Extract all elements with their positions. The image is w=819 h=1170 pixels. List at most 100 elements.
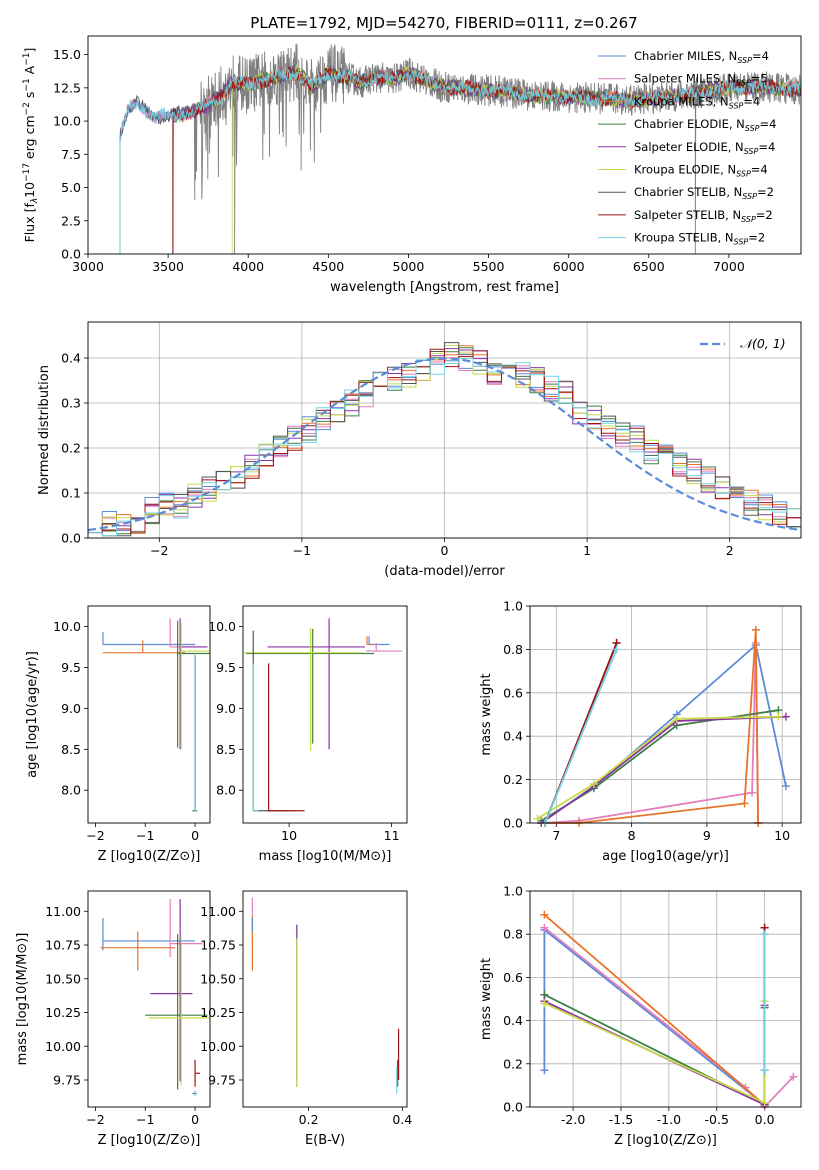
legend-label-kroupa-miles: Kroupa MILES, NSSP=4 <box>634 94 760 110</box>
legend-label-sub: SSP <box>734 238 749 247</box>
x-label-mass_vs_Z: Z [log10(Z/Z⊙)] <box>98 1133 201 1148</box>
legend-label-suffix: =2 <box>757 185 774 199</box>
x-tick-label: 0 <box>441 543 449 558</box>
y-tick-label: 8.0 <box>216 783 236 798</box>
legend-label-main: Kroupa ELODIE, N <box>634 163 736 177</box>
legend-label-main: Chabrier ELODIE, N <box>634 117 745 131</box>
weight-lines-weight_vs_age <box>533 625 790 827</box>
y-label-part: −1 <box>22 78 32 91</box>
legend-label-sub: SSP <box>736 170 751 179</box>
weight-line-kroupa-stelib <box>544 649 618 824</box>
y-label-part: Flux [f <box>22 203 37 243</box>
x-tick-label: 0 <box>191 828 199 843</box>
errorbars-age_vs_mass <box>244 618 402 812</box>
x-tick-label: 11 <box>384 828 400 843</box>
legend-label-salpeter-elodie: Salpeter ELODIE, NSSP=4 <box>634 140 775 156</box>
y-label-part: λ <box>30 198 40 204</box>
y-tick-label: 9.5 <box>61 660 81 675</box>
frame-mass_vs_Z <box>87 890 211 1108</box>
x-tick-label: −2 <box>86 1112 104 1127</box>
y-tick-label: 0.0 <box>61 247 81 262</box>
legend-label-sub: SSP <box>744 147 759 156</box>
figure-title: PLATE=1792, MJD=54270, FIBERID=0111, z=0… <box>250 14 637 32</box>
x-tick-label: 2 <box>726 543 734 558</box>
y-tick-label: 0.0 <box>61 531 81 546</box>
y-tick-label: 0.4 <box>61 351 81 366</box>
y-tick-label: 0.2 <box>503 1056 523 1071</box>
errorbars-mass_vs_Z <box>100 899 210 1097</box>
y-tick-label: 8.0 <box>61 783 81 798</box>
x-tick-label: 3500 <box>152 259 184 274</box>
ticks-weight_vs_age: 7 8 9 10 0.0 0.2 0.4 0.6 0.8 1.0 <box>503 599 790 844</box>
y-label-part: −2 <box>22 102 32 115</box>
legend-label-sub: SSP <box>742 192 757 201</box>
x-label-mass_vs_EBV: E(B-V) <box>305 1133 345 1148</box>
legend-label-sub: SSP <box>736 79 751 88</box>
y-tick-label: 10.50 <box>45 971 81 986</box>
legend-label-sub: SSP <box>729 101 744 110</box>
weight-marker-salpeter-miles <box>540 923 549 932</box>
ticks-age_vs_mass: 10 11 8.0 8.5 9.0 9.5 10.0 <box>208 619 399 843</box>
spectrum-y-label: Flux [fλ​10−17​ erg cm−2​ s−1​ A−1​] <box>22 48 40 243</box>
y-tick-label: 9.75 <box>208 1073 236 1088</box>
y-label-part: s <box>22 92 37 103</box>
weight-marker-kroupa-elodie <box>589 779 598 788</box>
legend-label-suffix: =4 <box>751 163 768 177</box>
frame-mass_vs_EBV <box>242 890 408 1108</box>
y-label-weight_vs_Z: mass weight <box>479 958 494 1040</box>
x-tick-label: 9 <box>703 828 711 843</box>
y-tick-label: 10.0 <box>53 619 81 634</box>
y-tick-label: 10.25 <box>200 1005 236 1020</box>
y-tick-label: 1.0 <box>503 599 523 614</box>
x-tick-label: 1 <box>583 543 591 558</box>
legend-label-suffix: =4 <box>752 49 769 63</box>
x-tick-label: 6500 <box>633 259 665 274</box>
weight-marker-kroupa-stelib <box>612 645 621 654</box>
y-tick-label: 0.0 <box>503 1100 523 1115</box>
weight-marker-kroupa-stelib <box>760 1066 769 1075</box>
x-tick-label: 0 <box>191 1112 199 1127</box>
frame-weight_vs_age <box>529 605 802 824</box>
spectrum-frame <box>87 35 802 255</box>
weight-marker-kroupa-elodie <box>774 712 783 721</box>
weight-marker-kroupa-miles <box>540 910 549 919</box>
y-tick-label: 7.5 <box>61 147 81 162</box>
y-tick-label: 0.0 <box>503 816 523 831</box>
x-tick-label: 10 <box>281 828 297 843</box>
weight-marker-salpeter-miles <box>789 1072 798 1081</box>
weight-marker-kroupa-elodie <box>540 999 549 1008</box>
ticks-age_vs_Z: −2 −1 0 8.0 8.5 9.0 9.5 10.0 <box>53 619 199 843</box>
weight-marker-chabrier-miles <box>540 1066 549 1075</box>
errorbars-mass_vs_EBV <box>251 897 400 1094</box>
legend-label-main: Salpeter ELODIE, N <box>634 140 744 154</box>
y-label-part: A <box>22 65 37 78</box>
x-tick-label: −1 <box>136 828 154 843</box>
legend-label-sub: SSP <box>741 215 756 224</box>
model-spectrum-kroupa-stelib <box>119 67 801 254</box>
legend-label-salpeter-stelib: Salpeter STELIB, NSSP=2 <box>634 208 773 224</box>
x-label-age_vs_Z: Z [log10(Z/Z⊙)] <box>98 849 201 864</box>
y-tick-label: 0.4 <box>503 1013 523 1028</box>
weight-marker-kroupa-miles <box>740 799 749 808</box>
gaussian-curve <box>88 357 801 532</box>
x-label-age_vs_mass: mass [log10(M/M⊙)] <box>259 849 392 864</box>
x-tick-label: -0.5 <box>705 1112 729 1127</box>
x-tick-label: -2.0 <box>561 1112 585 1127</box>
y-tick-label: 10.25 <box>45 1005 81 1020</box>
frame-weight_vs_Z <box>529 890 802 1108</box>
x-tick-label: 8 <box>628 828 636 843</box>
x-tick-label: 4500 <box>312 259 344 274</box>
weight-marker-kroupa-elodie <box>672 714 681 723</box>
y-tick-label: 8.5 <box>216 742 236 757</box>
y-tick-label: 1.0 <box>503 884 523 899</box>
legend-label-chabrier-stelib: Chabrier STELIB, NSSP=2 <box>634 185 774 201</box>
y-label-mass_vs_Z: mass [log10(M/M⊙)] <box>15 933 30 1066</box>
histogram-chabrier-stelib <box>88 342 801 537</box>
y-label-part: −17 <box>22 163 32 182</box>
y-label-part: erg cm <box>22 115 37 163</box>
y-label-part: −1 <box>22 53 32 66</box>
x-tick-label: 0.4 <box>392 1112 412 1127</box>
spectrum-lines <box>119 43 801 254</box>
